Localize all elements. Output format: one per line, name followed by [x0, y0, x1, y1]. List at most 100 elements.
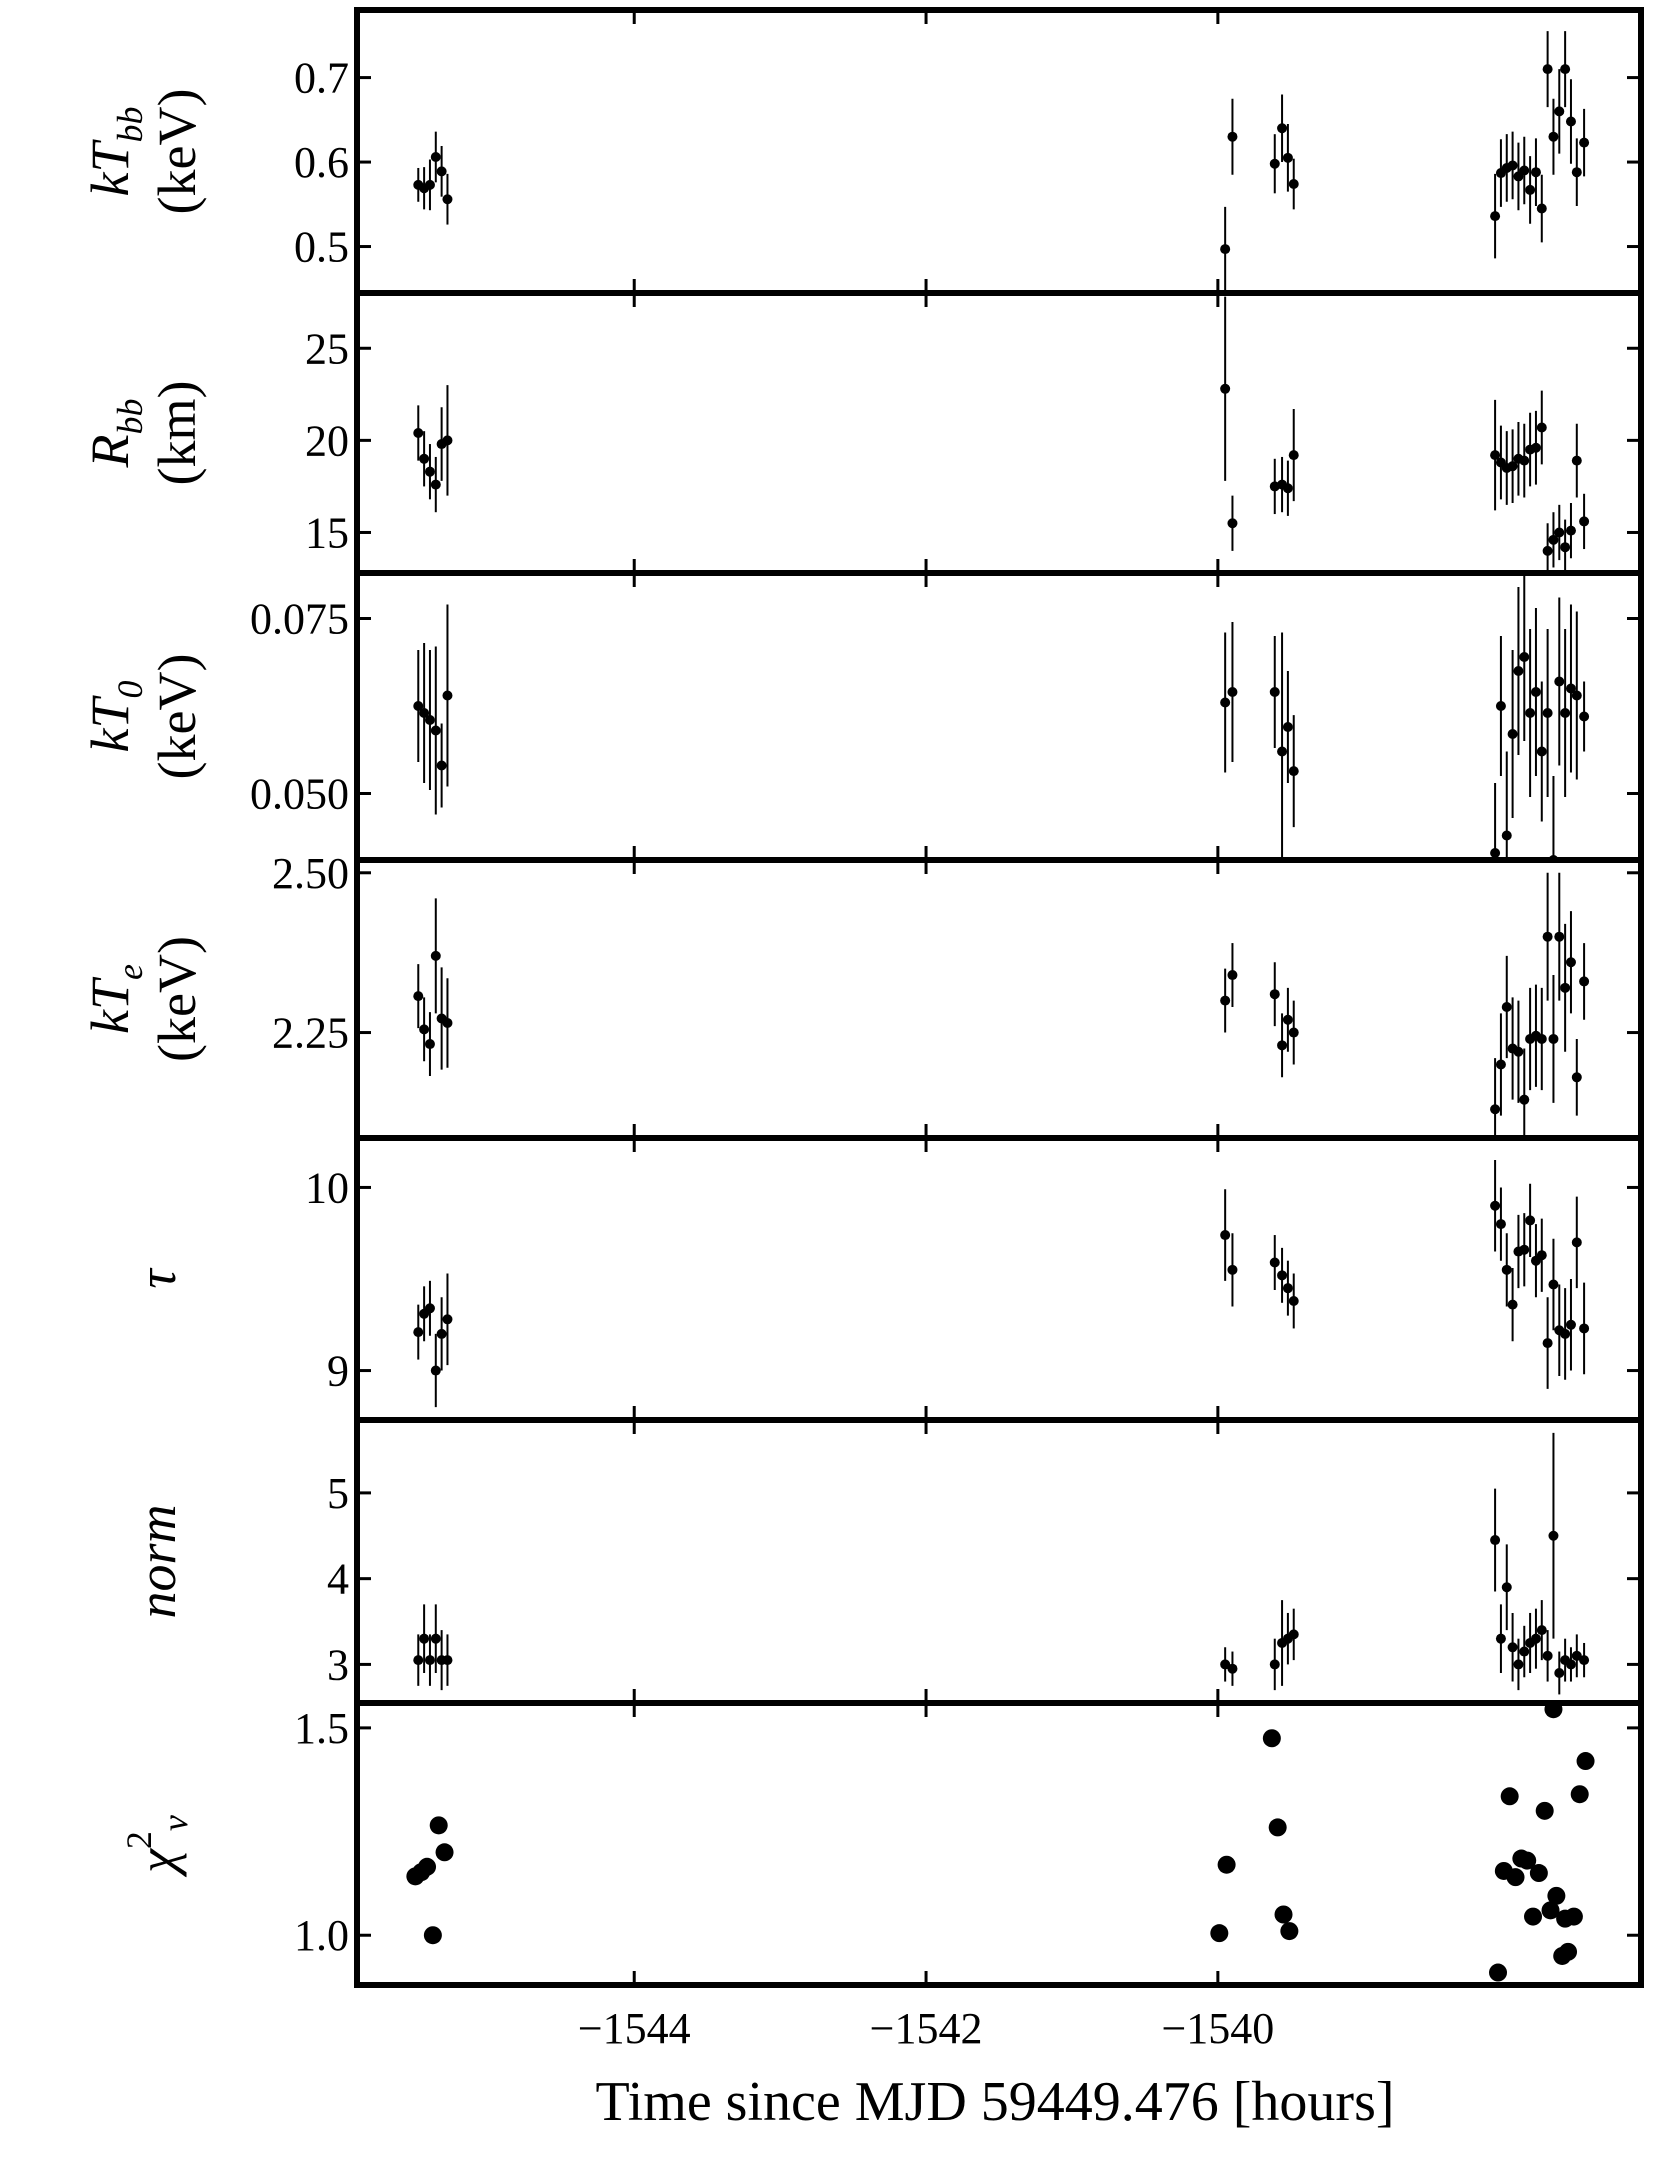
data-point	[1501, 1264, 1512, 1275]
y-tick-label: 20	[305, 416, 349, 465]
data-point	[1571, 1650, 1582, 1661]
data-point	[1513, 666, 1524, 676]
data-point	[442, 194, 453, 205]
y-label-main: norm	[127, 1504, 187, 1618]
data-point	[1571, 455, 1582, 466]
data-point	[1277, 123, 1288, 134]
y-tick-label: 0.7	[294, 54, 349, 103]
data-point	[1554, 106, 1565, 117]
data-points-chi2	[406, 1703, 1595, 1982]
data-point	[1548, 1530, 1559, 1541]
data-point	[1548, 131, 1559, 142]
y-axis-label-norm: norm	[127, 1504, 187, 1618]
data-point	[442, 690, 453, 701]
data-point	[1548, 534, 1559, 545]
data-point	[1288, 1027, 1299, 1038]
data-point	[436, 1328, 447, 1339]
data-point	[1530, 442, 1541, 453]
y-tick-label: 0.050	[250, 770, 349, 819]
data-point	[1518, 1851, 1537, 1870]
panel-kTe: 2.25 2.50 kTe(keV)	[80, 849, 1644, 1141]
data-point	[1542, 708, 1553, 718]
data-point	[1530, 687, 1541, 697]
y-axis-label-Rbb: Rbb(km)	[80, 381, 207, 486]
data-point	[436, 760, 447, 771]
data-point	[1288, 179, 1299, 190]
data-point	[442, 1655, 453, 1666]
data-point	[419, 453, 430, 464]
data-point	[1490, 450, 1501, 461]
data-point	[1227, 970, 1238, 981]
data-point	[1571, 690, 1582, 701]
data-point	[430, 151, 441, 162]
data-point	[1490, 211, 1501, 222]
chart-panels: 0.50.60.7kTbb(keV)152025Rbb(km)0.0500.07…	[80, 7, 1644, 1988]
data-point	[442, 1314, 453, 1325]
data-point	[1269, 1257, 1280, 1268]
x-tick-label: −1542	[870, 2004, 983, 2053]
data-point	[1227, 131, 1238, 142]
data-point	[424, 466, 435, 477]
data-point	[1268, 1818, 1287, 1837]
y-tick-label: 1.0	[294, 1911, 349, 1960]
data-point	[430, 1633, 441, 1644]
data-point	[413, 991, 424, 1002]
data-point	[419, 1024, 430, 1035]
data-point	[1525, 708, 1536, 718]
x-tick-label: −1540	[1161, 2004, 1274, 2053]
y-label-main: kT0	[80, 681, 150, 753]
data-point	[1579, 1655, 1590, 1666]
data-point	[1565, 1319, 1576, 1330]
data-point	[1227, 1663, 1238, 1674]
data-points-kTbb	[413, 31, 1590, 292]
x-axis-label: Time since MJD 59449.476 [hours]	[595, 2071, 1394, 2133]
data-point	[1560, 1328, 1571, 1339]
panel-frame	[354, 1417, 1644, 1706]
y-label-main: τ	[127, 1268, 187, 1289]
data-point	[424, 715, 435, 725]
data-point	[1565, 116, 1576, 127]
data-point	[442, 1017, 453, 1028]
data-point	[435, 1843, 454, 1862]
y-axis-label-chi2: χ2ν	[119, 1815, 195, 1878]
y-label-unit: (keV)	[147, 654, 207, 780]
data-point	[1507, 461, 1518, 472]
data-point	[1274, 1905, 1293, 1924]
y-tick-label: 15	[305, 508, 349, 557]
y-label-unit: (keV)	[147, 89, 207, 215]
data-point	[413, 1327, 424, 1338]
y-axis-label-kT0: kT0(keV)	[80, 654, 207, 780]
data-point	[1277, 1270, 1288, 1281]
data-point	[1542, 1650, 1553, 1661]
data-point	[1220, 383, 1231, 394]
data-point	[1220, 697, 1231, 708]
data-point	[1507, 160, 1518, 171]
data-point	[1495, 1633, 1506, 1644]
data-point	[1282, 152, 1293, 163]
data-point	[1262, 1729, 1281, 1748]
y-tick-label: 25	[305, 324, 349, 373]
y-axis-label-kTe: kTe(keV)	[80, 936, 207, 1062]
y-tick-label: 0.6	[294, 138, 349, 187]
data-point	[1210, 1924, 1229, 1943]
x-axis: Time since MJD 59449.476 [hours] −1544 −1…	[578, 2004, 1395, 2133]
data-point	[1542, 1338, 1553, 1349]
panel-frame	[354, 1135, 1644, 1423]
data-point	[1490, 1200, 1501, 1211]
data-point	[1519, 1244, 1530, 1255]
panel-Rbb: 15 20 25 Rbb(km)	[80, 290, 1644, 576]
data-point	[1571, 1072, 1582, 1083]
data-point	[1536, 1625, 1547, 1636]
data-point	[1490, 1104, 1501, 1115]
y-tick-label: 0.075	[250, 595, 349, 644]
y-tick-label: 2.25	[272, 1009, 349, 1058]
data-point	[1490, 1535, 1501, 1546]
data-point	[423, 1926, 442, 1945]
data-point	[1542, 64, 1553, 75]
y-tick-label: 3	[327, 1640, 349, 1689]
data-point	[1489, 1963, 1508, 1982]
data-point	[1282, 1283, 1293, 1294]
y-label-main: Rbb	[80, 399, 150, 469]
data-point	[1556, 1909, 1575, 1928]
